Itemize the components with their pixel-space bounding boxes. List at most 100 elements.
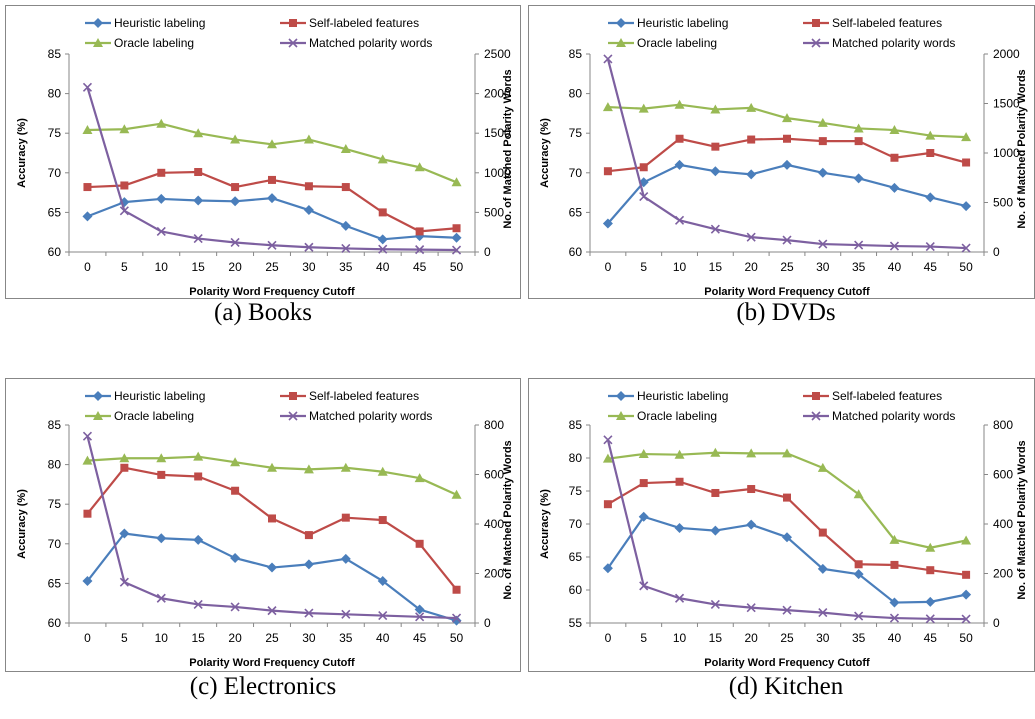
- y-tick-label: 75: [569, 126, 583, 140]
- x-tick-label: 20: [228, 260, 242, 274]
- data-point: [889, 597, 900, 608]
- legend-label: Matched polarity words: [309, 409, 432, 423]
- chart-panel-dvds: 60 65 70 75 80 85 0 500 1000 1500 2000 0 5 10 15 20 25 30…: [528, 5, 1035, 299]
- x-tick-label: 25: [265, 260, 279, 274]
- data-point: [782, 159, 792, 170]
- x-tick-label: 50: [450, 631, 464, 645]
- data-point: [377, 576, 388, 587]
- data-point: [961, 535, 972, 545]
- y-tick-label: 70: [48, 166, 62, 180]
- data-point: [378, 208, 387, 217]
- y2-tick-label: 2000: [484, 87, 511, 101]
- x-tick-label: 15: [192, 631, 206, 645]
- data-point: [746, 169, 757, 180]
- data-point: [341, 513, 350, 522]
- legend-label: Matched polarity words: [832, 36, 955, 50]
- chart-svg: 55 60 65 70 75 80 85 0 200 400 600 800 0 5 10 15 20 25 30 3…: [528, 378, 1035, 672]
- x-axis-label: Polarity Word Frequency Cutoff: [189, 657, 355, 669]
- y2-tick-label: 600: [484, 468, 504, 482]
- data-point: [889, 125, 900, 135]
- data-point: [267, 606, 277, 616]
- x-tick-label: 40: [376, 631, 390, 645]
- x-tick-label: 0: [605, 631, 612, 645]
- legend-label: Heuristic labeling: [637, 16, 728, 30]
- data-point: [746, 102, 757, 112]
- data-point: [711, 142, 720, 151]
- data-point: [890, 153, 899, 162]
- legend-item: Heuristic labeling: [608, 16, 728, 30]
- legend-marker: [616, 391, 626, 401]
- data-point: [747, 135, 756, 144]
- y-tick-label: 60: [48, 245, 62, 259]
- y2-tick-label: 1000: [993, 146, 1020, 160]
- legend-marker: [93, 38, 103, 47]
- y2-axis-label: No. of Matched Polarity Words: [502, 440, 514, 599]
- data-point: [267, 240, 277, 250]
- series-heuristic: [602, 159, 972, 229]
- data-point: [378, 611, 388, 621]
- data-point: [230, 196, 241, 207]
- data-point: [638, 103, 649, 113]
- legend-item: Self-labeled features: [803, 16, 942, 30]
- y2-tick-label: 600: [993, 468, 1013, 482]
- y2-tick-label: 0: [993, 616, 1000, 630]
- data-point: [783, 493, 791, 502]
- data-point: [674, 522, 685, 533]
- y-axis-label: Accuracy (%): [16, 489, 28, 559]
- x-tick-label: 10: [155, 631, 169, 645]
- x-axis-label: Polarity Word Frequency Cutoff: [704, 286, 870, 298]
- data-point: [817, 167, 828, 178]
- data-point: [890, 560, 899, 569]
- data-point: [303, 205, 314, 216]
- legend-marker: [616, 18, 626, 28]
- data-point: [818, 528, 827, 537]
- data-point: [119, 124, 130, 134]
- data-point: [925, 596, 936, 607]
- data-point: [854, 611, 864, 621]
- y2-tick-label: 400: [484, 517, 504, 531]
- data-point: [304, 182, 313, 191]
- chart-svg: 60 65 70 75 80 85 0 500 1000 1500 2000 2500 0 5 10 15 20…: [5, 5, 521, 299]
- data-point: [451, 489, 462, 499]
- data-point: [818, 608, 828, 618]
- data-point: [193, 128, 204, 138]
- series-matched: [603, 54, 971, 253]
- data-point: [853, 123, 864, 133]
- y-tick-label: 70: [569, 166, 583, 180]
- y-axis-label: Accuracy (%): [539, 489, 551, 559]
- data-point: [230, 553, 241, 564]
- legend-item: Self-labeled features: [280, 389, 419, 403]
- legend-item: Oracle labeling: [85, 36, 194, 50]
- chart-panel-books: 60 65 70 75 80 85 0 500 1000 1500 2000 2500 0 5 10 15 20…: [5, 5, 521, 299]
- legend-marker: [93, 18, 103, 28]
- chart-caption: (d) Kitchen: [728, 673, 844, 700]
- y2-tick-label: 400: [993, 517, 1013, 531]
- legend-marker: [289, 392, 297, 400]
- data-point: [782, 605, 792, 615]
- legend-item: Self-labeled features: [280, 16, 419, 30]
- y-tick-label: 65: [48, 205, 62, 219]
- y-tick-label: 65: [48, 576, 62, 590]
- legend-item: Matched polarity words: [280, 409, 432, 423]
- data-point: [156, 453, 167, 463]
- x-tick-label: 50: [450, 260, 464, 274]
- data-point: [377, 154, 388, 164]
- data-point: [817, 117, 828, 127]
- data-point: [962, 158, 971, 167]
- data-point: [710, 447, 721, 457]
- data-point: [746, 519, 757, 530]
- x-tick-label: 25: [780, 631, 794, 645]
- y2-axis-label: No. of Matched Polarity Words: [502, 69, 514, 228]
- data-point: [889, 182, 900, 193]
- data-point: [193, 195, 204, 206]
- data-point: [119, 206, 129, 216]
- data-point: [415, 612, 425, 622]
- x-tick-label: 15: [192, 260, 206, 274]
- data-point: [451, 245, 462, 255]
- data-point: [817, 462, 828, 472]
- y2-tick-label: 1500: [993, 97, 1020, 111]
- data-point: [415, 227, 424, 236]
- data-point: [340, 462, 351, 472]
- data-point: [82, 211, 93, 222]
- legend-label: Self-labeled features: [832, 389, 942, 403]
